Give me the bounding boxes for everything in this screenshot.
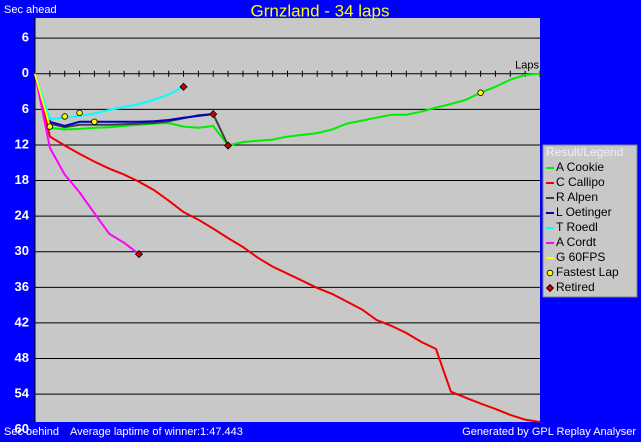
- marker: [477, 89, 484, 96]
- series-line: [34, 73, 184, 120]
- series-line: [34, 73, 140, 255]
- legend-marker: [546, 269, 554, 277]
- legend-label: C Callipo: [556, 175, 605, 189]
- series-line: [34, 72, 541, 147]
- legend-marker: [545, 283, 555, 293]
- marker: [209, 110, 218, 119]
- series-line: [34, 73, 214, 128]
- marker: [76, 109, 83, 117]
- chart-title: Grnzland - 34 laps: [251, 1, 390, 20]
- footer-left: Average laptime of winner:1:47.443: [70, 426, 243, 438]
- legend-box: [542, 144, 638, 298]
- y-tick-label: 24: [15, 208, 30, 223]
- y-tick-label: 6: [22, 30, 29, 45]
- y-label-top: Sec ahead: [4, 4, 57, 16]
- y-tick-label: 42: [15, 314, 29, 329]
- marker: [61, 113, 68, 120]
- y-tick-label: 36: [15, 279, 29, 294]
- marker: [134, 250, 144, 259]
- legend-label: Retired: [556, 280, 595, 294]
- legend-label: G 60FPS: [556, 250, 605, 264]
- marker: [91, 118, 98, 126]
- y-tick-label: 6: [22, 101, 29, 116]
- y-tick-label: 18: [15, 172, 29, 187]
- series-line: [34, 73, 51, 127]
- marker: [179, 82, 188, 91]
- y-tick-label: 48: [15, 350, 29, 365]
- y-tick-label: 54: [15, 386, 30, 401]
- series-line: [34, 73, 541, 423]
- legend-label: Fastest Lap: [556, 265, 619, 279]
- legend-title: Result/Legend: [546, 145, 623, 159]
- legend-label: A Cordt: [556, 235, 597, 249]
- x-axis-label: Laps: [515, 60, 539, 72]
- legend-label: R Alpen: [556, 190, 598, 204]
- y-tick-label: 60: [15, 421, 29, 436]
- legend-label: L Oetinger: [556, 205, 612, 219]
- plot-area: [35, 18, 540, 422]
- y-label-bottom: Sec behind: [4, 426, 59, 438]
- marker: [224, 141, 233, 150]
- y-tick-label: 30: [15, 243, 29, 258]
- marker: [46, 123, 54, 130]
- y-tick-label: 12: [15, 136, 29, 151]
- footer-right: Generated by GPL Replay Analyser: [462, 426, 636, 438]
- y-tick-label: 0: [22, 65, 29, 80]
- legend-label: A Cookie: [556, 160, 604, 174]
- legend-label: T Roedl: [556, 220, 598, 234]
